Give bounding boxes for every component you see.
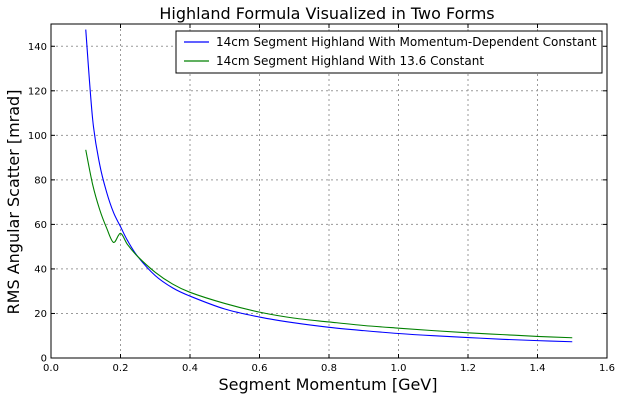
plot-frame: [50, 23, 608, 359]
y-tick-label: 40: [34, 264, 47, 275]
legend-label: 14cm Segment Highland With Momentum-Depe…: [216, 35, 597, 49]
chart-title: Highland Formula Visualized in Two Forms: [159, 4, 494, 23]
y-tick-label: 20: [34, 309, 47, 320]
x-tick-label: 0.8: [321, 363, 337, 374]
x-axis-title: Segment Momentum [GeV]: [218, 375, 437, 394]
grid: [50, 24, 608, 359]
y-tick-label: 140: [28, 42, 47, 53]
y-tick-label: 80: [34, 175, 47, 186]
x-tick-label: 0.0: [43, 363, 59, 374]
series-line-2: [85, 149, 573, 339]
y-tick-label: 0: [41, 354, 47, 365]
y-tick-label: 120: [28, 86, 47, 97]
x-tick-label: 0.4: [182, 363, 198, 374]
y-tick-label: 100: [28, 131, 47, 142]
series-line-1: [85, 29, 573, 343]
x-tick-label: 0.6: [252, 363, 268, 374]
y-axis-title: RMS Angular Scatter [mrad]: [4, 90, 23, 315]
y-tick-label: 60: [34, 220, 47, 231]
axes: 0.0 0.2 0.4 0.6 0.8 1.0 1.2 1.4 1.6 0 20 40 60 80 100 1…: [28, 23, 615, 374]
legend: 14cm Segment Highland With Momentum-Depe…: [175, 30, 603, 74]
x-tick-label: 1.6: [599, 363, 615, 374]
x-tick-label: 1.0: [391, 363, 407, 374]
legend-label: 14cm Segment Highland With 13.6 Constant: [216, 54, 484, 68]
legend-box: [175, 30, 603, 74]
x-tick-label: 1.2: [460, 363, 476, 374]
series-layer: [85, 29, 573, 343]
x-tick-label: 0.2: [113, 363, 129, 374]
x-tick-label: 1.4: [530, 363, 546, 374]
